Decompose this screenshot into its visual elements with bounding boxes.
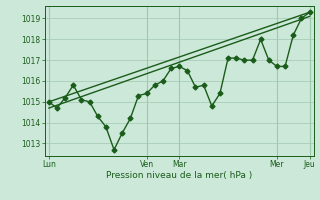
X-axis label: Pression niveau de la mer( hPa ): Pression niveau de la mer( hPa ) [106,171,252,180]
